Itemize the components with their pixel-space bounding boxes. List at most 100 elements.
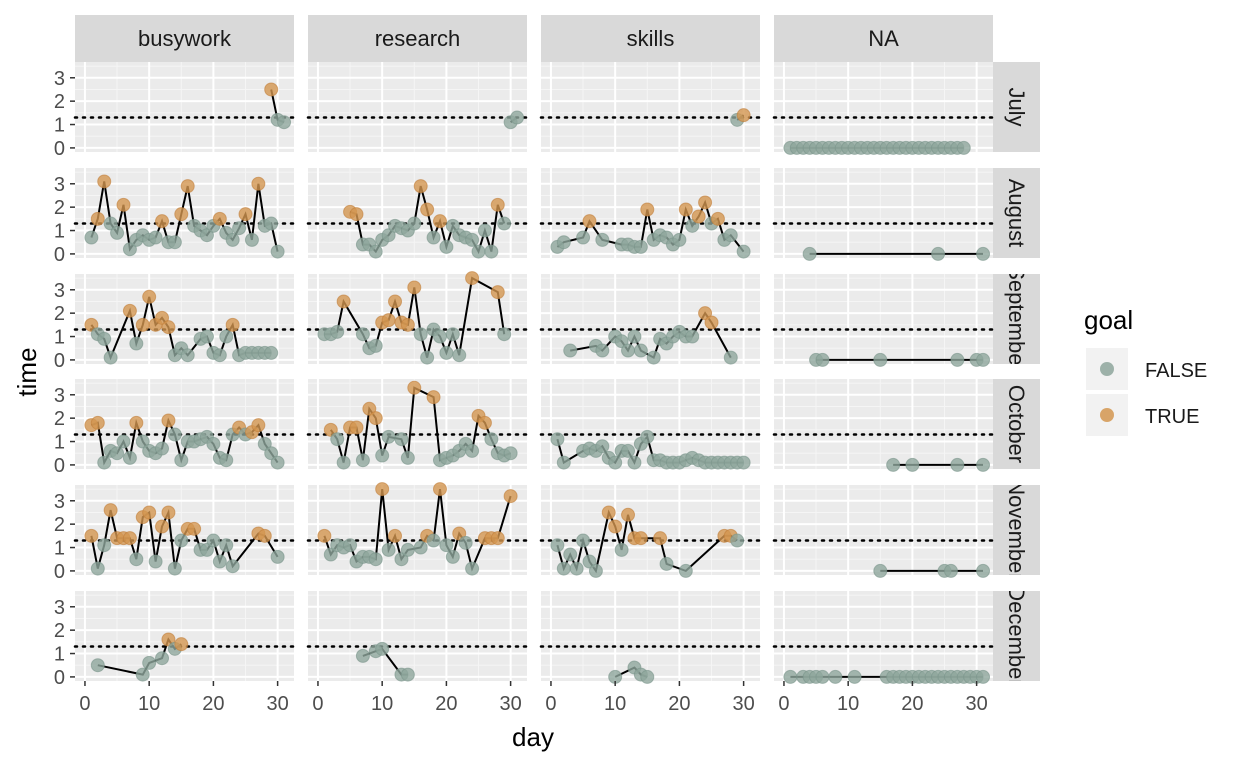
y-tick-label: 2 <box>54 620 65 642</box>
data-point <box>672 232 687 247</box>
x-tick-label: 10 <box>837 693 859 715</box>
x-tick-label: 0 <box>545 693 556 715</box>
data-point <box>251 176 266 191</box>
data-point <box>368 244 383 259</box>
data-point <box>976 669 991 684</box>
data-point <box>873 352 888 367</box>
data-point <box>659 556 674 571</box>
data-point <box>608 455 623 470</box>
x-tick-label: 20 <box>901 693 923 715</box>
data-point <box>847 669 862 684</box>
data-point <box>375 482 390 497</box>
data-point <box>110 446 125 461</box>
data-point <box>407 280 422 295</box>
data-point <box>550 538 565 553</box>
data-point <box>426 390 441 405</box>
y-tick-label: 3 <box>54 385 65 407</box>
data-point <box>375 641 390 656</box>
data-point <box>426 230 441 245</box>
data-point <box>155 441 170 456</box>
data-point <box>148 230 163 245</box>
data-point <box>439 239 454 254</box>
data-point <box>330 432 345 447</box>
data-point <box>503 446 518 461</box>
y-tick-label: 0 <box>54 455 65 477</box>
data-point <box>678 202 693 217</box>
y-axis-title: time <box>12 347 42 396</box>
data-point <box>490 285 505 300</box>
data-point <box>167 561 182 576</box>
data-point <box>956 140 971 155</box>
data-point <box>368 552 383 567</box>
panel-background <box>75 62 294 152</box>
data-point <box>653 531 668 546</box>
x-tick-label: 10 <box>371 693 393 715</box>
data-point <box>413 540 428 555</box>
data-point <box>432 214 447 229</box>
data-point <box>439 345 454 360</box>
data-point <box>400 542 415 557</box>
x-tick-label: 0 <box>778 693 789 715</box>
data-point <box>219 329 234 344</box>
data-point <box>691 209 706 224</box>
data-point <box>646 350 661 365</box>
data-point <box>621 507 636 522</box>
data-point <box>180 348 195 363</box>
data-point <box>627 329 642 344</box>
data-point <box>815 669 830 684</box>
data-point <box>97 331 112 346</box>
facet-strip-research <box>308 15 527 62</box>
data-point <box>225 559 240 574</box>
x-tick-label: 20 <box>668 693 690 715</box>
data-point <box>601 505 616 520</box>
data-point <box>355 327 370 342</box>
x-tick-label: 30 <box>732 693 754 715</box>
facet-strip-busywork <box>75 15 294 62</box>
data-point <box>465 443 480 458</box>
facet-row-label: August <box>1004 179 1029 248</box>
data-point <box>142 289 157 304</box>
data-point <box>976 246 991 261</box>
data-point <box>103 503 118 518</box>
data-point <box>142 655 157 670</box>
data-point <box>400 667 415 682</box>
data-point <box>212 211 227 226</box>
data-point <box>336 455 351 470</box>
facet-strip-november <box>993 485 1040 575</box>
data-point <box>723 350 738 365</box>
data-point <box>976 352 991 367</box>
data-point <box>503 489 518 504</box>
panel-background <box>541 62 760 152</box>
data-point <box>640 202 655 217</box>
data-point <box>556 561 571 576</box>
y-tick-label: 2 <box>54 514 65 536</box>
data-point <box>270 244 285 259</box>
data-point <box>394 432 409 447</box>
y-tick-label: 3 <box>54 597 65 619</box>
data-point <box>388 294 403 309</box>
data-point <box>368 411 383 426</box>
data-point <box>232 221 247 236</box>
facet-strip-label: busywork <box>138 26 232 51</box>
data-point <box>569 561 584 576</box>
data-point <box>407 216 422 231</box>
data-point <box>135 667 150 682</box>
data-point <box>633 343 648 358</box>
data-point <box>490 197 505 212</box>
data-point <box>388 528 403 543</box>
data-point <box>381 542 396 557</box>
data-point <box>588 563 603 578</box>
x-tick-label: 10 <box>138 693 160 715</box>
data-point <box>490 531 505 546</box>
panel-background <box>774 168 993 258</box>
facet-strip-december <box>993 591 1040 681</box>
data-point <box>174 637 189 652</box>
data-point <box>550 432 565 447</box>
panel-background <box>774 274 993 364</box>
data-point <box>122 531 137 546</box>
facet-strip-october <box>993 379 1040 469</box>
y-tick-label: 1 <box>54 432 65 454</box>
data-point <box>122 303 137 318</box>
data-point <box>633 239 648 254</box>
data-point <box>349 420 364 435</box>
